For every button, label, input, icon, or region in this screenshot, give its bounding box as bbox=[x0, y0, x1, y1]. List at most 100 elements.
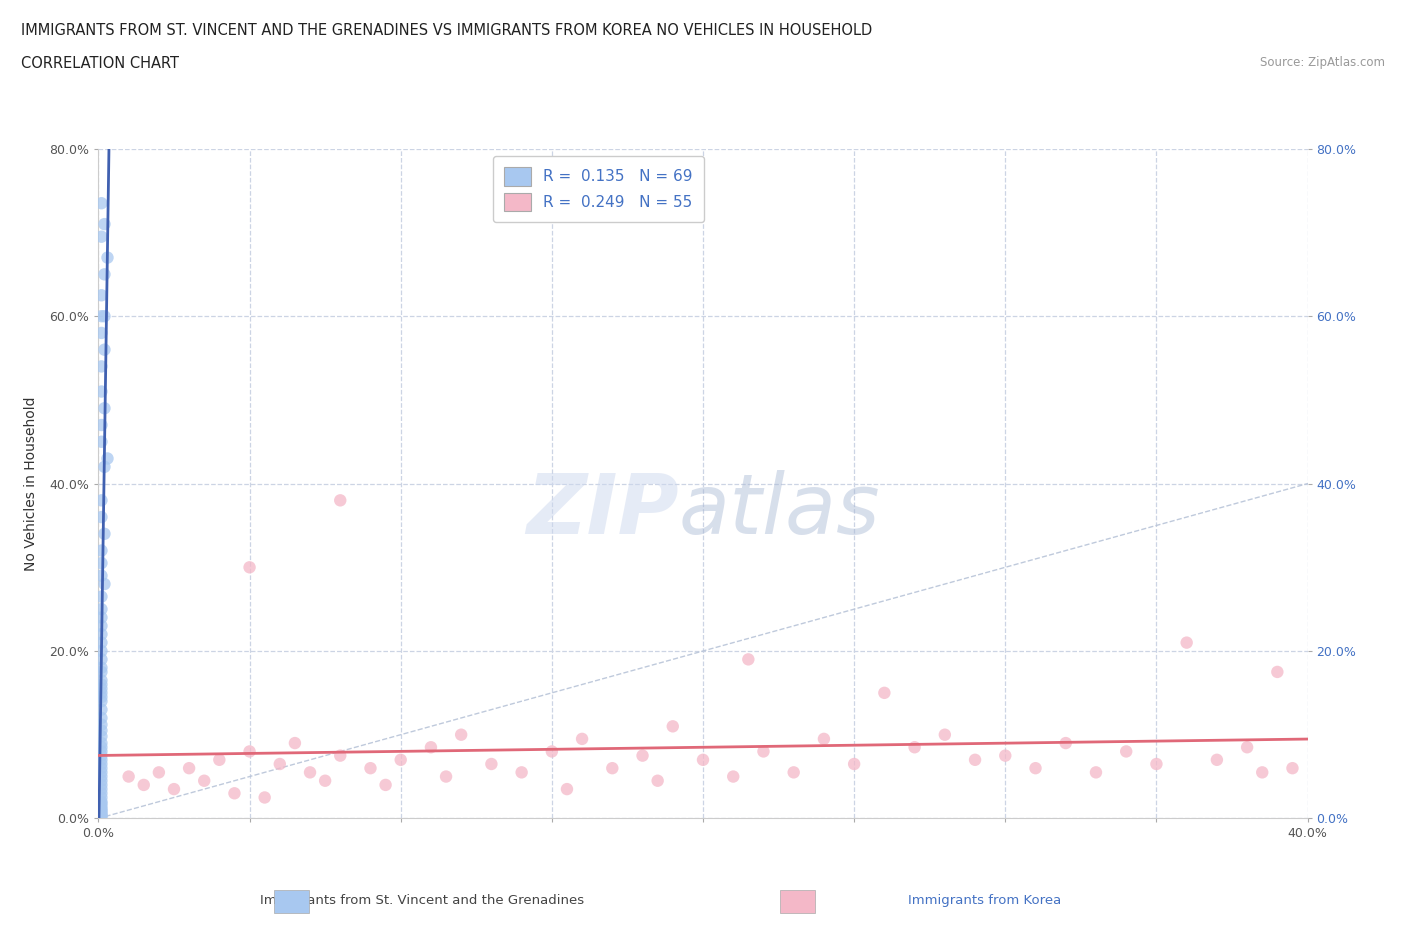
Point bbox=[873, 685, 896, 700]
Point bbox=[90, 196, 112, 211]
Point bbox=[1085, 764, 1108, 779]
Point bbox=[90, 434, 112, 449]
Point bbox=[90, 809, 112, 824]
Point bbox=[510, 764, 533, 779]
Point bbox=[90, 627, 112, 642]
Point bbox=[692, 752, 714, 767]
Point bbox=[965, 752, 987, 767]
Text: Source: ZipAtlas.com: Source: ZipAtlas.com bbox=[1260, 56, 1385, 69]
Point bbox=[540, 744, 562, 759]
Point bbox=[90, 510, 112, 525]
Point bbox=[90, 724, 112, 738]
Point bbox=[90, 752, 112, 767]
Point bbox=[96, 451, 118, 466]
Point bbox=[90, 808, 112, 823]
Point bbox=[1281, 761, 1303, 776]
Point bbox=[1144, 757, 1167, 772]
Point bbox=[90, 769, 112, 784]
Point bbox=[90, 677, 112, 692]
Point bbox=[555, 781, 578, 796]
Point bbox=[90, 774, 112, 789]
Point bbox=[647, 774, 669, 789]
Y-axis label: No Vehicles in Household: No Vehicles in Household bbox=[24, 396, 38, 571]
Point bbox=[132, 777, 155, 792]
Point bbox=[163, 781, 186, 796]
Point bbox=[661, 719, 683, 734]
Point bbox=[93, 267, 115, 282]
Point bbox=[90, 777, 112, 792]
Point bbox=[90, 798, 112, 813]
Point bbox=[1024, 761, 1046, 776]
Point bbox=[93, 401, 115, 416]
Point bbox=[90, 702, 112, 717]
Point bbox=[90, 652, 112, 667]
Point bbox=[90, 794, 112, 809]
Point bbox=[90, 543, 112, 558]
Point bbox=[208, 752, 231, 767]
Point bbox=[299, 764, 322, 779]
Point bbox=[1251, 764, 1274, 779]
Point bbox=[602, 761, 624, 776]
Point bbox=[90, 761, 112, 776]
Point bbox=[90, 711, 112, 725]
Point bbox=[904, 740, 927, 755]
Point bbox=[239, 744, 262, 759]
Point bbox=[90, 359, 112, 374]
Point bbox=[90, 230, 112, 245]
Point bbox=[1236, 740, 1258, 755]
Point bbox=[193, 774, 215, 789]
Point bbox=[90, 790, 112, 805]
Text: ZIP: ZIP bbox=[526, 470, 679, 551]
Legend: R =  0.135   N = 69, R =  0.249   N = 55: R = 0.135 N = 69, R = 0.249 N = 55 bbox=[494, 156, 703, 222]
Point bbox=[723, 769, 745, 784]
Text: atlas: atlas bbox=[679, 470, 880, 551]
Point bbox=[90, 556, 112, 571]
Point bbox=[90, 418, 112, 432]
Point bbox=[90, 744, 112, 759]
Point bbox=[90, 644, 112, 658]
Point bbox=[314, 774, 336, 789]
Point bbox=[90, 681, 112, 696]
Point bbox=[93, 577, 115, 591]
Point bbox=[1175, 635, 1198, 650]
Point bbox=[90, 660, 112, 675]
Point bbox=[90, 804, 112, 819]
Point bbox=[360, 761, 382, 776]
Point bbox=[239, 560, 262, 575]
Point bbox=[90, 736, 112, 751]
Point bbox=[329, 493, 352, 508]
Point bbox=[90, 602, 112, 617]
Point bbox=[148, 764, 170, 779]
Point bbox=[93, 342, 115, 357]
Point bbox=[224, 786, 246, 801]
Point bbox=[783, 764, 806, 779]
Point bbox=[93, 217, 115, 232]
Text: IMMIGRANTS FROM ST. VINCENT AND THE GRENADINES VS IMMIGRANTS FROM KOREA NO VEHIC: IMMIGRANTS FROM ST. VINCENT AND THE GREN… bbox=[21, 23, 872, 38]
Text: CORRELATION CHART: CORRELATION CHART bbox=[21, 56, 179, 71]
Point bbox=[93, 526, 115, 541]
Point bbox=[90, 748, 112, 763]
Point bbox=[269, 757, 291, 772]
Point bbox=[90, 786, 112, 801]
Point bbox=[934, 727, 956, 742]
Point bbox=[93, 459, 115, 474]
Point bbox=[752, 744, 775, 759]
Point bbox=[813, 731, 835, 746]
Point bbox=[90, 740, 112, 755]
Point bbox=[90, 610, 112, 625]
Point bbox=[90, 590, 112, 604]
Point bbox=[90, 568, 112, 583]
Point bbox=[90, 673, 112, 688]
Point bbox=[434, 769, 457, 784]
Point bbox=[90, 764, 112, 779]
Point bbox=[1054, 736, 1077, 751]
Point bbox=[389, 752, 412, 767]
Text: Immigrants from St. Vincent and the Grenadines: Immigrants from St. Vincent and the Gren… bbox=[260, 894, 583, 907]
Point bbox=[450, 727, 472, 742]
Point bbox=[90, 326, 112, 340]
Point bbox=[90, 717, 112, 732]
Point bbox=[90, 757, 112, 772]
Point bbox=[118, 769, 141, 784]
Point bbox=[90, 493, 112, 508]
Point bbox=[90, 807, 112, 822]
